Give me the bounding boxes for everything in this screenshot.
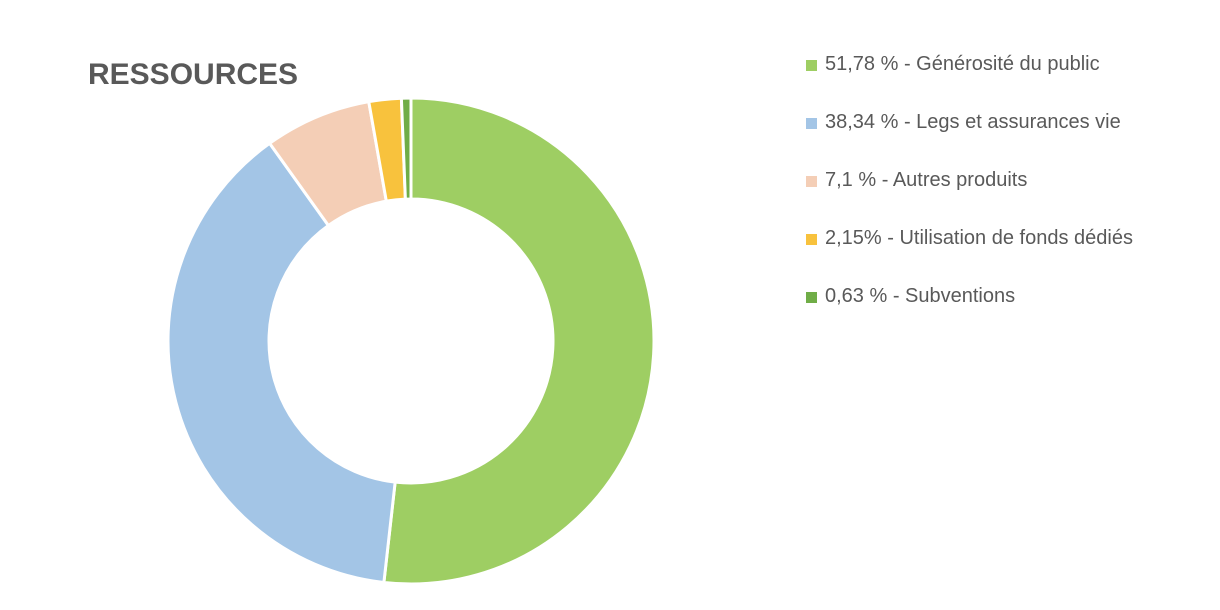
donut-slice-1 xyxy=(382,96,656,586)
legend-item: 51,78 % - Générosité du public xyxy=(806,50,1133,108)
legend-item: 2,15% - Utilisation de fonds dédiés xyxy=(806,224,1133,282)
legend-swatch xyxy=(806,176,817,187)
donut-slice-2 xyxy=(166,141,397,585)
legend-label: 7,1 % - Autres produits xyxy=(825,169,1028,191)
legend-item: 7,1 % - Autres produits xyxy=(806,166,1133,224)
legend-swatch xyxy=(806,118,817,129)
legend-item: 38,34 % - Legs et assurances vie xyxy=(806,108,1133,166)
legend-label: 0,63 % - Subventions xyxy=(825,285,1016,307)
chart-title: RESSOURCES xyxy=(88,58,299,91)
legend-swatch xyxy=(806,292,817,303)
legend-label: 2,15% - Utilisation de fonds dédiés xyxy=(825,227,1133,249)
legend-swatch xyxy=(806,60,817,71)
legend-item: 0,63 % - Subventions xyxy=(806,282,1133,340)
legend-label: 51,78 % - Générosité du public xyxy=(825,53,1100,75)
chart-legend: 51,78 % - Générosité du public 38,34 % - … xyxy=(806,50,1133,340)
legend-swatch xyxy=(806,234,817,245)
legend-label: 38,34 % - Legs et assurances vie xyxy=(825,111,1121,133)
donut-slice-5 xyxy=(399,96,413,201)
